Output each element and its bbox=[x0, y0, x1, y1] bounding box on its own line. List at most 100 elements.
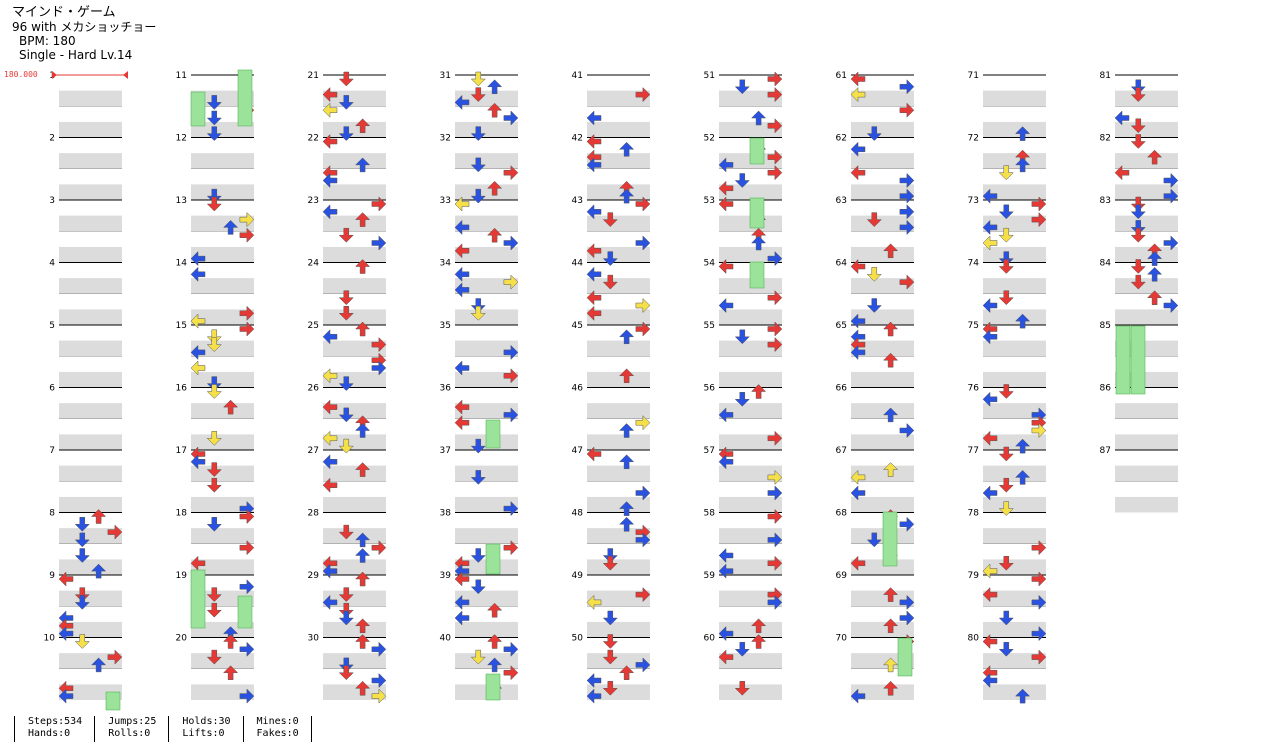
down-arrow-icon bbox=[470, 71, 486, 87]
measure-number: 73 bbox=[968, 196, 979, 206]
left-arrow-icon bbox=[322, 454, 338, 470]
down-arrow-icon bbox=[998, 642, 1014, 657]
left-arrow-icon bbox=[58, 571, 74, 587]
measure-number: 52 bbox=[704, 134, 715, 144]
beat-band bbox=[719, 465, 782, 482]
left-arrow-icon bbox=[1114, 110, 1130, 126]
right-arrow-icon bbox=[371, 196, 387, 212]
right-arrow-icon bbox=[767, 118, 783, 134]
measure-number: 34 bbox=[440, 259, 452, 269]
beat-band bbox=[323, 121, 386, 138]
beat-band bbox=[587, 621, 650, 638]
up-arrow-icon bbox=[90, 657, 107, 673]
right-arrow-icon bbox=[767, 594, 783, 611]
left-arrow-icon bbox=[586, 157, 602, 173]
right-arrow-icon bbox=[239, 508, 255, 525]
up-arrow-icon bbox=[1146, 251, 1163, 266]
beat-band bbox=[191, 621, 254, 638]
up-arrow-icon bbox=[750, 235, 767, 251]
beat-band bbox=[1115, 90, 1178, 107]
measure-number: 26 bbox=[308, 384, 320, 394]
up-arrow-icon bbox=[882, 680, 899, 696]
left-arrow-icon bbox=[850, 688, 866, 704]
measure-column: 81 82 83 84 85 86 87 bbox=[1100, 71, 1178, 513]
right-arrow-icon bbox=[503, 368, 519, 384]
beat-band bbox=[191, 496, 254, 513]
right-arrow-icon bbox=[899, 610, 915, 626]
beat-band bbox=[455, 684, 518, 700]
beat-band bbox=[587, 434, 650, 450]
left-arrow-icon bbox=[850, 336, 866, 353]
stats-col-jumps: Jumps:25 Rolls:0 bbox=[94, 716, 168, 742]
beat-band bbox=[1115, 121, 1178, 138]
beat-band bbox=[323, 184, 386, 200]
down-arrow-icon bbox=[602, 274, 618, 290]
right-arrow-icon bbox=[635, 485, 651, 501]
left-arrow-icon bbox=[718, 454, 734, 470]
measure-number: 4 bbox=[49, 259, 55, 269]
measure-number: 67 bbox=[836, 446, 847, 456]
stats-col-steps: Steps:534 Hands:0 bbox=[14, 716, 94, 742]
down-arrow-icon bbox=[338, 407, 354, 423]
left-arrow-icon bbox=[586, 688, 602, 704]
beat-band bbox=[191, 246, 254, 263]
down-arrow-icon bbox=[338, 610, 354, 626]
beat-band bbox=[59, 90, 122, 107]
left-arrow-icon bbox=[982, 430, 998, 446]
down-arrow-icon bbox=[734, 173, 750, 188]
hold-note bbox=[190, 569, 206, 629]
left-arrow-icon bbox=[982, 219, 998, 236]
down-arrow-icon bbox=[602, 681, 618, 696]
measure-number: 58 bbox=[704, 509, 716, 519]
down-arrow-icon bbox=[206, 196, 222, 212]
beat-band bbox=[191, 90, 254, 107]
left-arrow-icon bbox=[718, 649, 734, 665]
measure-number: 14 bbox=[176, 259, 188, 269]
up-arrow-icon bbox=[618, 501, 635, 516]
left-arrow-icon bbox=[322, 594, 338, 611]
beat-band bbox=[455, 465, 518, 482]
measure-number: 74 bbox=[968, 259, 980, 269]
down-arrow-icon bbox=[206, 126, 222, 141]
right-arrow-icon bbox=[239, 102, 255, 118]
right-arrow-icon bbox=[371, 360, 387, 376]
beat-band bbox=[455, 559, 518, 575]
beat-band bbox=[455, 371, 518, 388]
beat-band bbox=[455, 309, 518, 325]
right-arrow-icon bbox=[1031, 211, 1047, 228]
right-arrow-icon bbox=[899, 188, 915, 204]
up-arrow-icon bbox=[222, 626, 239, 641]
beat-band bbox=[587, 184, 650, 200]
measure-number: 86 bbox=[1100, 384, 1112, 394]
left-arrow-icon bbox=[454, 610, 470, 626]
beat-band bbox=[983, 184, 1046, 200]
left-arrow-icon bbox=[586, 594, 602, 611]
beat-band bbox=[851, 528, 914, 544]
beat-band bbox=[59, 153, 122, 169]
down-arrow-icon bbox=[338, 376, 354, 391]
left-arrow-icon bbox=[58, 680, 74, 696]
measure-number: 46 bbox=[572, 384, 584, 394]
measure-number: 61 bbox=[836, 71, 847, 81]
beat-band bbox=[983, 653, 1046, 669]
up-arrow-icon bbox=[354, 212, 371, 227]
down-arrow-icon bbox=[1130, 87, 1146, 102]
beat-band bbox=[851, 215, 914, 232]
left-arrow-icon bbox=[322, 368, 338, 384]
left-arrow-icon bbox=[454, 196, 470, 212]
right-arrow-icon bbox=[899, 79, 915, 95]
down-arrow-icon bbox=[206, 517, 222, 532]
beat-band bbox=[587, 496, 650, 513]
beat-band bbox=[59, 278, 122, 294]
up-arrow-icon bbox=[354, 157, 371, 173]
left-arrow-icon bbox=[850, 329, 866, 345]
up-arrow-icon bbox=[1014, 688, 1031, 704]
hold-note bbox=[485, 419, 501, 449]
down-arrow-icon bbox=[1130, 196, 1146, 212]
beat-band bbox=[851, 559, 914, 575]
beat-band bbox=[59, 684, 122, 700]
measure-number: 33 bbox=[440, 196, 451, 206]
down-arrow-icon bbox=[998, 556, 1014, 571]
hold-note bbox=[749, 197, 765, 229]
right-arrow-icon bbox=[635, 321, 651, 337]
